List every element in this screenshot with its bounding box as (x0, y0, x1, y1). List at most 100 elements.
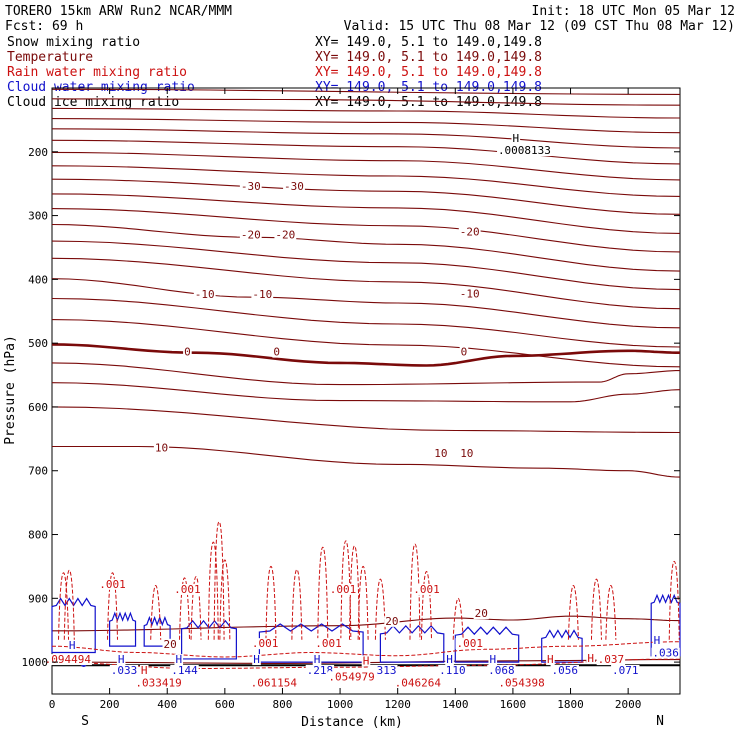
label-bg-28 (652, 634, 662, 646)
temperature-contour-22 (52, 445, 681, 478)
header-run-info: TORERO 15km ARW Run2 NCAR/MMM (5, 4, 232, 19)
contour-label-5: -20 (460, 226, 480, 239)
x-axis-start-label: S (81, 714, 89, 729)
contour-label-1: -30 (241, 180, 261, 193)
label-bg-3 (239, 229, 262, 241)
label-bg-8 (458, 288, 481, 300)
contour-label-52: .054398 (498, 677, 544, 690)
contour-label-13: 10 (434, 447, 447, 460)
contour-label-22: .001 (330, 583, 357, 596)
contour-label-26: .001 (456, 637, 483, 650)
temperature-contour-21 (51, 406, 681, 434)
contour-label-50: .054979 (328, 670, 374, 683)
temperature-contour-4 (51, 118, 681, 134)
plot-frame (51, 87, 681, 695)
temperature-contour-15 (51, 278, 681, 329)
contour-label-54: H (363, 654, 370, 667)
cloud-water-region-3 (143, 615, 171, 647)
label-bg-24 (250, 638, 280, 650)
cloud-water-region-4 (180, 619, 238, 660)
contour-label-34: H (314, 653, 321, 666)
temperature-contour-19 (51, 362, 680, 386)
temperature-contour-18 (51, 343, 680, 367)
contour-label-41: .144 (171, 664, 198, 677)
temperature-contour-9 (51, 178, 681, 215)
contour-label-20: .001 (99, 578, 126, 591)
y-tick-label-3: 400 (28, 273, 48, 286)
rain-water-contour-10 (265, 565, 277, 640)
label-bg-6 (193, 289, 216, 301)
cloud-water-region-9 (650, 593, 681, 657)
label-bg-1 (239, 180, 262, 192)
contour-label-6: -10 (195, 288, 215, 301)
contour-label-3: -20 (241, 228, 261, 241)
label-bg-45 (487, 664, 516, 676)
contour-label-7: -10 (252, 288, 272, 301)
temperature-contour-23 (52, 615, 680, 632)
cloud-water-region-2 (108, 611, 137, 647)
label-bg-10 (272, 346, 281, 358)
temperature-contour-13 (51, 240, 681, 291)
header-init-time: Init: 18 UTC Mon 05 Mar 12 (532, 4, 736, 19)
label-bg-14 (459, 448, 475, 460)
x-axis-end-label: N (656, 714, 664, 729)
label-bg-48 (134, 677, 183, 689)
contour-label-17: 20 (163, 638, 176, 651)
rain-water-contour-16 (374, 578, 386, 640)
label-bg-52 (497, 677, 546, 689)
label-bg-30 (43, 654, 92, 666)
x-tick-label-11: 2000 (615, 698, 642, 711)
contour-label-31: H (118, 653, 125, 666)
y-tick-label-7: 800 (28, 529, 48, 542)
rain-water-contour-19 (452, 597, 464, 640)
cloud-water-contours (51, 593, 681, 668)
legend-info-2: XY= 149.0, 5.1 to 149.0,149.8 (315, 50, 542, 65)
y-tick-label-1: 200 (28, 146, 48, 159)
contour-label-47: .071 (612, 664, 639, 677)
x-tick-label-1: 0 (49, 698, 56, 711)
temperature-contour-6 (51, 139, 681, 165)
temperature-contour-10 (51, 193, 681, 234)
temperature-contour-16 (51, 297, 681, 348)
contour-label-33: H (253, 653, 260, 666)
label-bg-31 (116, 654, 126, 666)
temperature-contour-3 (51, 107, 681, 119)
contour-label-46: .056 (552, 664, 579, 677)
label-bg-47 (611, 664, 640, 676)
contour-label-2: -30 (284, 180, 304, 193)
label-bg-38 (586, 652, 595, 664)
label-bg-43 (369, 664, 398, 676)
y-tick-label-4: 500 (28, 337, 48, 350)
label-bg-23 (412, 583, 441, 595)
contour-label-42: .218 (307, 664, 334, 677)
label-bg-44 (438, 664, 467, 676)
label-bg-22 (328, 583, 358, 595)
label-bg-49 (249, 677, 298, 689)
rain-water-contour-13 (340, 540, 352, 640)
contour-label-24: .001 (252, 637, 279, 650)
temperature-contour-17 (51, 319, 681, 368)
cloud-water-region-5 (258, 623, 364, 663)
label-bg-39 (596, 654, 626, 666)
y-tick-label-5: 600 (28, 401, 48, 414)
rain-water-contour-2 (63, 569, 75, 640)
contour-label-9: 0 (184, 346, 191, 359)
label-bg-34 (312, 654, 322, 666)
cloud-water-region-6 (379, 625, 445, 663)
x-tick-label-8: 1400 (442, 698, 469, 711)
contour-label-10: 0 (273, 346, 280, 359)
label-bg-46 (550, 664, 579, 676)
contour-label-43: .313 (370, 664, 397, 677)
y-tick-label-8: 900 (28, 592, 48, 605)
label-bg-36 (488, 654, 498, 666)
contour-label-16: 20 (475, 607, 488, 620)
label-bg-32 (174, 654, 184, 666)
label-bg-50 (327, 671, 376, 683)
x-tick-label-6: 1000 (327, 698, 354, 711)
label-bg-19 (497, 145, 552, 157)
contour-label-25: .001 (315, 637, 342, 650)
contour-label-37: H (547, 653, 554, 666)
x-tick-label-3: 400 (157, 698, 177, 711)
label-bg-37 (546, 654, 555, 666)
